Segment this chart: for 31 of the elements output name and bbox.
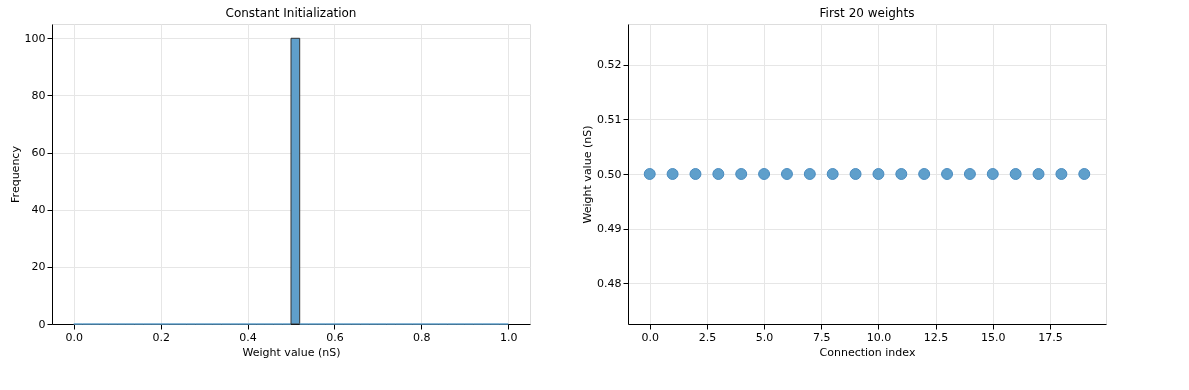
chart-title: Constant Initialization	[225, 6, 357, 20]
y-tick-label: 0.52	[597, 58, 622, 72]
y-axis-title: Weight value (nS)	[581, 125, 595, 224]
y-axis-title: Frequency	[8, 145, 22, 203]
x-tick-label: 0.6	[326, 330, 344, 344]
x-tick-label: 0.0	[641, 330, 659, 344]
x-tick-label: 7.5	[813, 330, 831, 344]
y-tick-label: 40	[31, 203, 46, 217]
y-tick-label: 0.48	[597, 276, 622, 290]
x-tick-label: 5.0	[755, 330, 774, 344]
x-axis-title: Weight value (nS)	[242, 345, 341, 359]
y-tick-label: 80	[31, 88, 46, 102]
y-tick-label: 20	[31, 260, 46, 274]
x-tick-label: 10.0	[866, 330, 892, 344]
y-tick-label: 100	[24, 31, 46, 45]
x-tick-label: 12.5	[923, 330, 949, 344]
y-tick-label: 0.51	[597, 112, 622, 126]
x-tick-label: 2.5	[698, 330, 717, 344]
chart-title: First 20 weights	[819, 6, 915, 20]
x-tick-label: 0.2	[152, 330, 170, 344]
x-tick-label: 0.8	[413, 330, 431, 344]
y-tick-label: 0	[38, 317, 46, 331]
x-tick-label: 0.0	[65, 330, 83, 344]
x-axis-title: Connection index	[819, 345, 916, 359]
x-tick-label: 1.0	[500, 330, 518, 344]
y-tick-label: 0.50	[597, 167, 622, 181]
y-tick-label: 0.49	[597, 222, 622, 236]
y-tick-label: 60	[31, 146, 46, 160]
x-tick-label: 0.4	[239, 330, 257, 344]
x-tick-label: 17.5	[1038, 330, 1063, 344]
x-tick-label: 15.0	[981, 330, 1006, 344]
